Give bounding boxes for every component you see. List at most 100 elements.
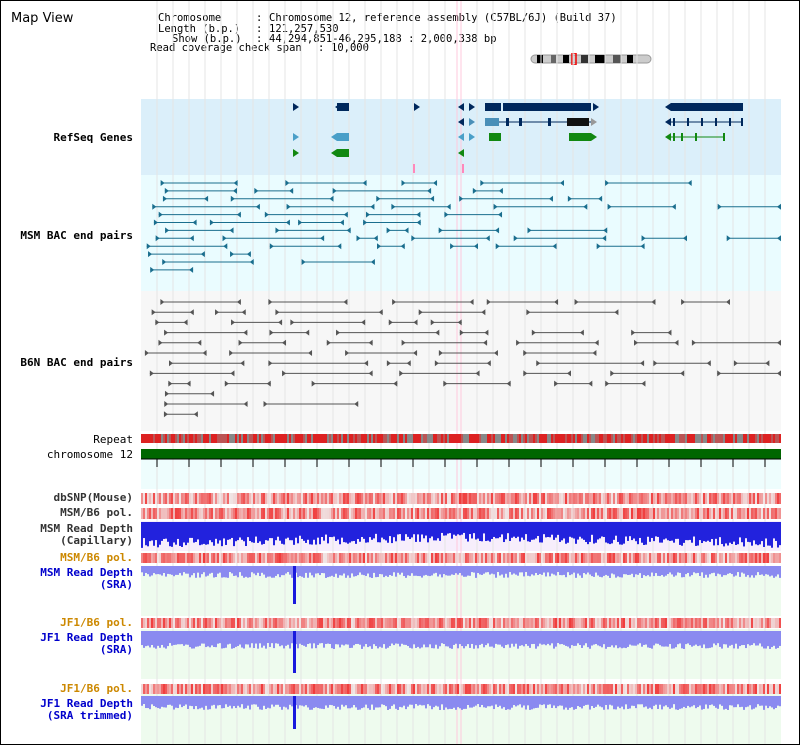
msm-bac-label: MSM BAC end pairs bbox=[20, 229, 133, 242]
polymorphism-cell bbox=[181, 508, 183, 519]
repeat-segment bbox=[763, 434, 765, 443]
depth-bar bbox=[465, 696, 467, 709]
depth-bar bbox=[511, 522, 513, 538]
depth-bar bbox=[397, 522, 399, 535]
polymorphism-cell bbox=[551, 684, 553, 694]
polymorphism-cell bbox=[531, 684, 533, 694]
polymorphism-cell bbox=[729, 493, 731, 504]
polymorphism-cell bbox=[257, 508, 259, 519]
polymorphism-cell bbox=[343, 493, 345, 504]
polymorphism-cell bbox=[237, 684, 239, 694]
polymorphism-cell bbox=[255, 508, 257, 519]
polymorphism-cell bbox=[233, 618, 235, 628]
depth-bar bbox=[443, 696, 445, 710]
depth-bar bbox=[639, 631, 641, 644]
polymorphism-cell bbox=[153, 684, 155, 694]
depth-bar bbox=[761, 522, 763, 542]
polymorphism-cell bbox=[147, 553, 149, 563]
polymorphism-cell bbox=[241, 493, 243, 504]
polymorphism-cell bbox=[717, 508, 719, 519]
depth-bar bbox=[487, 631, 489, 644]
polymorphism-cell bbox=[367, 553, 369, 563]
b6n-bac-pair bbox=[430, 319, 435, 326]
depth-bar bbox=[647, 522, 649, 537]
depth-bar bbox=[697, 696, 699, 708]
depth-bar bbox=[557, 522, 559, 535]
polymorphism-cell bbox=[705, 618, 707, 628]
polymorphism-cell bbox=[563, 508, 565, 519]
repeat-segment bbox=[525, 434, 527, 443]
depth-bar bbox=[623, 566, 625, 575]
depth-bar bbox=[247, 696, 249, 706]
polymorphism-cell bbox=[411, 493, 413, 504]
polymorphism-cell bbox=[431, 508, 433, 519]
polymorphism-cell bbox=[717, 553, 719, 563]
depth-bar bbox=[543, 566, 545, 573]
depth-bar bbox=[685, 631, 687, 645]
polymorphism-cell bbox=[471, 493, 473, 504]
polymorphism-cell bbox=[631, 618, 633, 628]
depth-bar bbox=[635, 631, 637, 646]
polymorphism-cell bbox=[237, 553, 239, 563]
polymorphism-cell bbox=[645, 493, 647, 504]
depth-bar bbox=[413, 631, 415, 645]
polymorphism-cell bbox=[741, 508, 743, 519]
depth-bar bbox=[339, 696, 341, 710]
depth-bar bbox=[227, 696, 229, 707]
repeat-segment bbox=[635, 434, 637, 443]
polymorphism-cell bbox=[661, 508, 663, 519]
polymorphism-cell bbox=[501, 553, 503, 563]
depth-bar bbox=[619, 522, 621, 545]
polymorphism-cell bbox=[313, 493, 315, 504]
polymorphism-cell bbox=[353, 618, 355, 628]
depth-bar bbox=[197, 566, 199, 573]
polymorphism-cell bbox=[635, 618, 637, 628]
polymorphism-cell bbox=[429, 553, 431, 563]
polymorphism-cell bbox=[299, 508, 301, 519]
polymorphism-cell bbox=[735, 493, 737, 504]
polymorphism-cell bbox=[615, 684, 617, 694]
polymorphism-cell bbox=[203, 508, 205, 519]
repeat-segment bbox=[621, 434, 623, 443]
depth-bar bbox=[455, 522, 457, 536]
depth-bar bbox=[327, 631, 329, 644]
repeat-segment bbox=[657, 434, 659, 443]
polymorphism-cell bbox=[613, 553, 615, 563]
depth-bar bbox=[353, 566, 355, 577]
b6n-bac-pair bbox=[526, 309, 531, 316]
depth-bar bbox=[447, 522, 449, 534]
depth-bar bbox=[743, 696, 745, 710]
polymorphism-cell bbox=[761, 618, 763, 628]
msm-bac-pair bbox=[376, 195, 381, 202]
polymorphism-cell bbox=[561, 618, 563, 628]
polymorphism-cell bbox=[653, 508, 655, 519]
depth-bar bbox=[683, 566, 685, 578]
depth-bar bbox=[153, 696, 155, 706]
polymorphism-cell bbox=[599, 618, 601, 628]
polymorphism-cell bbox=[599, 684, 601, 694]
polymorphism-cell bbox=[603, 493, 605, 504]
depth-bar bbox=[405, 696, 407, 710]
polymorphism-cell bbox=[605, 553, 607, 563]
depth-bar bbox=[261, 631, 263, 648]
polymorphism-cell bbox=[563, 618, 565, 628]
depth-bar bbox=[569, 522, 571, 537]
polymorphism-cell bbox=[619, 493, 621, 504]
depth-bar bbox=[641, 522, 643, 543]
depth-bar bbox=[285, 566, 287, 574]
depth-bar bbox=[231, 696, 233, 709]
repeat-segment bbox=[313, 434, 315, 443]
polymorphism-cell bbox=[281, 493, 283, 504]
polymorphism-cell bbox=[709, 493, 711, 504]
colon: : bbox=[256, 23, 263, 35]
msm-bac-pair bbox=[320, 235, 325, 242]
depth-bar bbox=[237, 631, 239, 646]
polymorphism-cell bbox=[555, 618, 557, 628]
depth-bar bbox=[457, 522, 459, 535]
b6n-bac-pair bbox=[401, 339, 406, 346]
polymorphism-cell bbox=[231, 553, 233, 563]
depth-bar bbox=[441, 631, 443, 644]
polymorphism-cell bbox=[707, 508, 709, 519]
depth-bar bbox=[271, 566, 273, 578]
